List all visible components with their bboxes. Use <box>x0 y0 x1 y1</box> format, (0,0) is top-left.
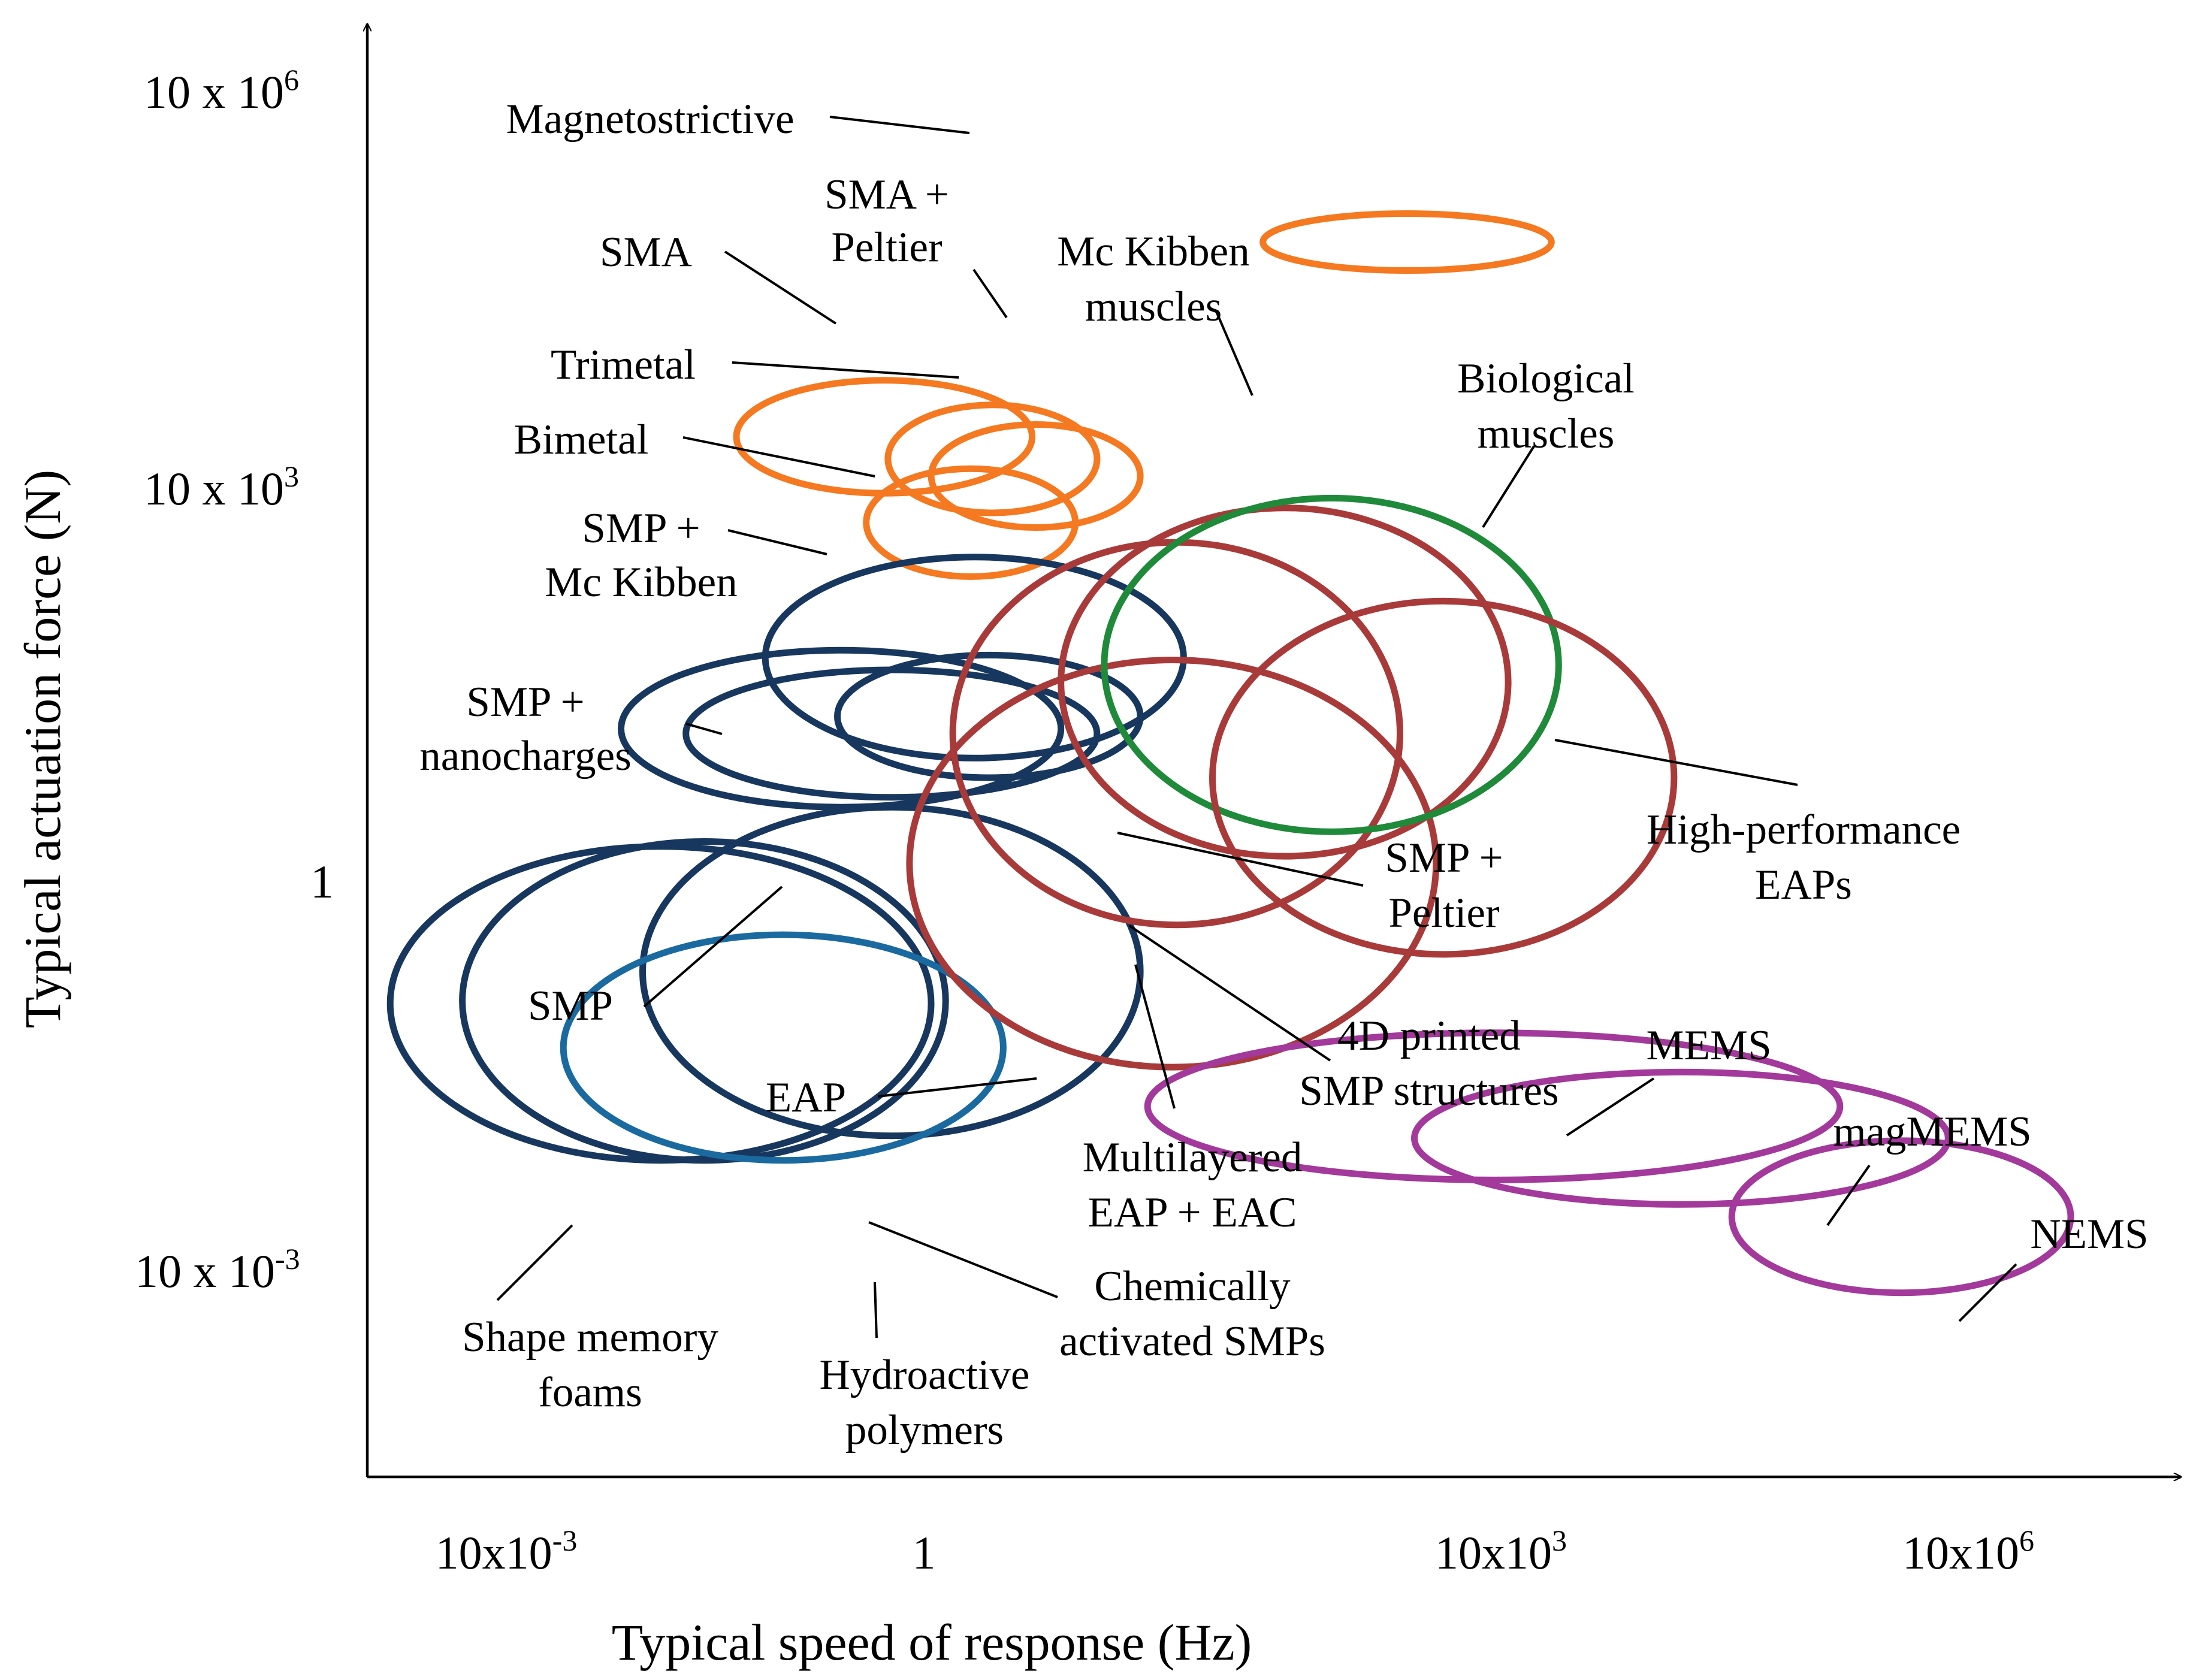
label-biological: Biological muscles <box>1457 355 1635 457</box>
leader-smp <box>643 886 783 1008</box>
label-hp-eaps: High-performance EAPs <box>1647 806 1961 908</box>
label-shape-foams: Shape memory foams <box>462 1314 718 1416</box>
region-smp <box>386 843 935 1164</box>
annotations: Magnetostrictive SMA SMA + Peltier Trimet… <box>419 96 2148 1454</box>
region-smp-nanocharges <box>618 646 1065 811</box>
label-sma: SMA <box>600 229 692 276</box>
label-magmems: magMEMS <box>1833 1108 2031 1155</box>
label-magnetostrictive: Magnetostrictive <box>506 96 794 143</box>
region-bimetal <box>863 465 1079 580</box>
label-trimetal: Trimetal <box>551 342 696 388</box>
region-sma <box>733 377 1036 497</box>
region-mems <box>1144 1029 1844 1183</box>
leader-smp-peltier <box>1117 832 1364 887</box>
leader-magnetostrictive <box>829 116 970 134</box>
region-high-performance-eaps <box>1209 597 1678 958</box>
leader-trimetal <box>732 361 959 379</box>
label-hydroactive: Hydroactive polymers <box>820 1352 1030 1454</box>
y-tick-label-3: 10 x 106 <box>144 63 299 118</box>
region-sma-peltier <box>884 401 1101 516</box>
leader-chem-smps <box>868 1221 1058 1298</box>
leader-4d-printed <box>1128 924 1331 1062</box>
region-eap <box>639 803 1144 1140</box>
label-4d-printed: 4D printed SMP structures <box>1299 1013 1558 1114</box>
leader-mckibben <box>1215 311 1253 396</box>
label-multilayered: Multilayered EAP + EAC <box>1083 1134 1303 1236</box>
y-axis-title: Typical actuation force (N) <box>14 470 71 1028</box>
label-chem-smps: Chemically activated SMPs <box>1059 1263 1325 1365</box>
label-smp-mckibben: SMP + Mc Kibben <box>545 505 737 606</box>
y-tick-label-1: 1 <box>310 856 334 908</box>
leader-eap <box>877 1077 1037 1098</box>
leader-multilayered <box>1134 964 1176 1109</box>
leader-hydroactive <box>874 1282 878 1338</box>
leader-sma-peltier <box>972 268 1008 319</box>
region-magmems <box>1411 1068 1952 1208</box>
label-sma-peltier: SMA + Peltier <box>824 171 949 271</box>
x-tick-label-2: 10x103 <box>1435 1524 1567 1579</box>
leader-magmems <box>1826 1164 1871 1226</box>
region-trimetal <box>928 421 1144 531</box>
x-axis-title: Typical speed of response (Hz) <box>612 1613 1252 1671</box>
leader-shape-foams <box>496 1224 573 1301</box>
region-smp-peltier <box>834 651 1144 781</box>
regions <box>386 210 2074 1297</box>
region-4d-printed-smp-structures <box>949 539 1404 929</box>
label-smp-nano: SMP + nanocharges <box>419 679 632 779</box>
x-tick-label-1: 1 <box>913 1527 936 1579</box>
y-tick-label-2: 10 x 103 <box>144 460 299 515</box>
region-shape-memory-foams <box>459 838 949 1164</box>
leader-smp-nano <box>685 723 723 735</box>
leader-hp-eaps <box>1554 739 1798 786</box>
label-smp-peltier: SMP + Peltier <box>1385 835 1503 936</box>
region-biological-muscles <box>1101 494 1562 835</box>
leader-biological <box>1482 445 1535 528</box>
x-tick-label-0: 10x10-3 <box>436 1524 578 1579</box>
region-hydroactive-polymers <box>560 931 1007 1164</box>
leader-smp-mckibben <box>727 529 827 555</box>
y-tick-label-0: 10 x 10-3 <box>135 1242 300 1297</box>
leader-nems <box>1958 1263 2017 1322</box>
label-nems: NEMS <box>2030 1211 2148 1258</box>
region-nems <box>1728 1137 2074 1297</box>
label-smp: SMP <box>528 983 613 1029</box>
label-mckibben: Mc Kibben muscles <box>1057 228 1249 330</box>
label-mems: MEMS <box>1646 1022 1771 1069</box>
label-eap: EAP <box>766 1074 846 1121</box>
region-mc-kibben-muscles <box>1058 504 1512 860</box>
region-magnetostrictive <box>1259 210 1555 274</box>
label-bimetal: Bimetal <box>514 416 649 463</box>
region-multilayered-eap-eac <box>906 657 1440 1071</box>
leader-mems <box>1566 1077 1655 1137</box>
leader-sma <box>724 250 837 325</box>
x-tick-label-3: 10x106 <box>1902 1524 2034 1579</box>
leader-bimetal <box>682 436 875 478</box>
leader-lines <box>496 116 2017 1338</box>
